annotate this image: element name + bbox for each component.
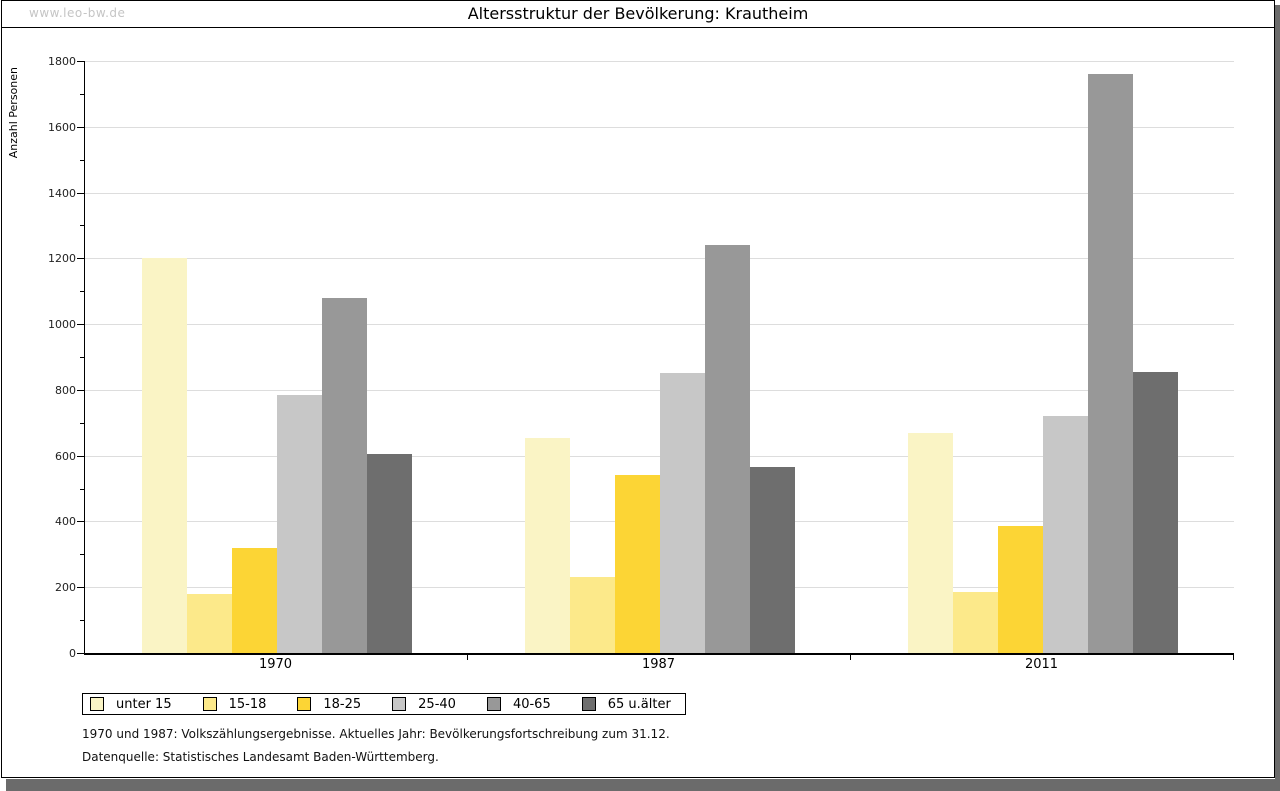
y-axis-label: Anzahl Personen [7, 67, 20, 159]
footnote-line-2: Datenquelle: Statistisches Landesamt Bad… [82, 750, 439, 764]
footnote-line-1: 1970 und 1987: Volkszählungsergebnisse. … [82, 727, 670, 741]
legend-swatch [90, 697, 104, 711]
bar-1970-25-40 [277, 395, 322, 653]
y-major-tick [77, 389, 84, 391]
y-tick-label: 800 [55, 383, 76, 397]
legend-label: 40-65 [512, 696, 551, 712]
bar-1970-unter-15 [142, 258, 187, 653]
legend-item: 40-65 [486, 696, 551, 712]
bar-1987-15-18 [570, 577, 615, 653]
bar-1987-18-25 [615, 475, 660, 653]
x-boundary-tick [1233, 655, 1234, 660]
gridline [85, 61, 1234, 62]
y-tick-label: 0 [69, 647, 76, 660]
window-shadow-right [1275, 5, 1280, 791]
bar-1970-65-u.älter [367, 454, 412, 653]
legend-swatch [581, 697, 596, 711]
chart-frame: www.leo-bw.de Altersstruktur der Bevölke… [1, 0, 1275, 778]
bar-2011-25-40 [1043, 416, 1088, 653]
bar-1970-18-25 [232, 548, 277, 653]
header-divider [2, 27, 1274, 28]
x-category-label: 1987 [641, 657, 676, 672]
gridline [85, 258, 1234, 260]
legend-label: 25-40 [418, 696, 456, 712]
gridline [85, 455, 1234, 457]
plot-area [84, 61, 1234, 655]
y-tick-label: 1000 [48, 318, 76, 332]
y-minor-tick [80, 357, 84, 358]
legend-label: 18-25 [323, 696, 362, 712]
y-minor-tick [80, 291, 84, 293]
y-tick-label: 200 [55, 581, 76, 595]
y-minor-tick [80, 422, 84, 424]
bar-2011-65-u.älter [1133, 372, 1178, 653]
legend-item: 18-25 [297, 697, 361, 712]
gridline [85, 389, 1234, 391]
y-tick-label: 600 [55, 449, 76, 463]
legend-swatch [392, 697, 407, 711]
legend-item: 65 u.älter [581, 696, 671, 712]
bar-2011-15-18 [953, 592, 998, 653]
y-tick-label: 1200 [48, 252, 76, 266]
bar-2011-unter-15 [908, 433, 953, 653]
legend-swatch [297, 697, 312, 711]
x-category-label: 2011 [1024, 657, 1059, 672]
bar-1987-unter-15 [525, 438, 570, 653]
x-boundary-tick [467, 655, 468, 660]
legend-label: 15-18 [228, 696, 267, 712]
y-major-tick [77, 61, 84, 62]
watermark-text: www.leo-bw.de [29, 6, 126, 20]
bar-1987-25-40 [660, 373, 705, 653]
y-tick-label: 400 [55, 515, 76, 529]
legend-label: unter 15 [116, 696, 172, 712]
gridline [85, 324, 1234, 326]
chart-title: Altersstruktur der Bevölkerung: Krauthei… [467, 4, 809, 23]
y-minor-tick [80, 554, 84, 556]
x-category-label: 1970 [258, 657, 293, 672]
legend-label: 65 u.älter [607, 696, 671, 712]
y-minor-tick [80, 225, 84, 227]
y-tick-label: 1800 [48, 55, 76, 68]
bar-1987-65-u.älter [750, 467, 795, 653]
y-minor-tick [80, 159, 84, 161]
gridline [85, 192, 1234, 194]
y-minor-tick [80, 488, 84, 490]
bar-1970-15-18 [187, 594, 232, 653]
y-major-tick [77, 455, 84, 457]
y-major-tick [77, 192, 84, 194]
y-major-tick [77, 126, 84, 128]
y-major-tick [77, 258, 84, 260]
x-boundary-tick [850, 655, 851, 660]
y-tick-label: 1600 [48, 120, 76, 134]
y-tick-label: 1400 [48, 186, 76, 200]
y-major-tick [77, 324, 84, 326]
legend: unter 15 15-18 18-25 25-40 40-65 65 u.älter [82, 693, 686, 715]
y-major-tick [77, 653, 84, 654]
legend-item: 25-40 [392, 697, 456, 712]
bar-1987-40-65 [705, 245, 750, 653]
y-minor-tick [80, 620, 84, 622]
y-minor-tick [80, 93, 84, 95]
gridline [85, 126, 1234, 128]
y-major-tick [77, 521, 84, 523]
bar-2011-40-65 [1088, 74, 1133, 653]
bar-1970-40-65 [322, 298, 367, 653]
legend-item: unter 15 [90, 697, 172, 712]
legend-item: 15-18 [202, 696, 267, 712]
legend-swatch [486, 697, 501, 711]
y-major-tick [77, 587, 84, 589]
legend-swatch [202, 697, 217, 711]
window-shadow-bottom [6, 779, 1280, 791]
bar-2011-18-25 [998, 526, 1043, 653]
